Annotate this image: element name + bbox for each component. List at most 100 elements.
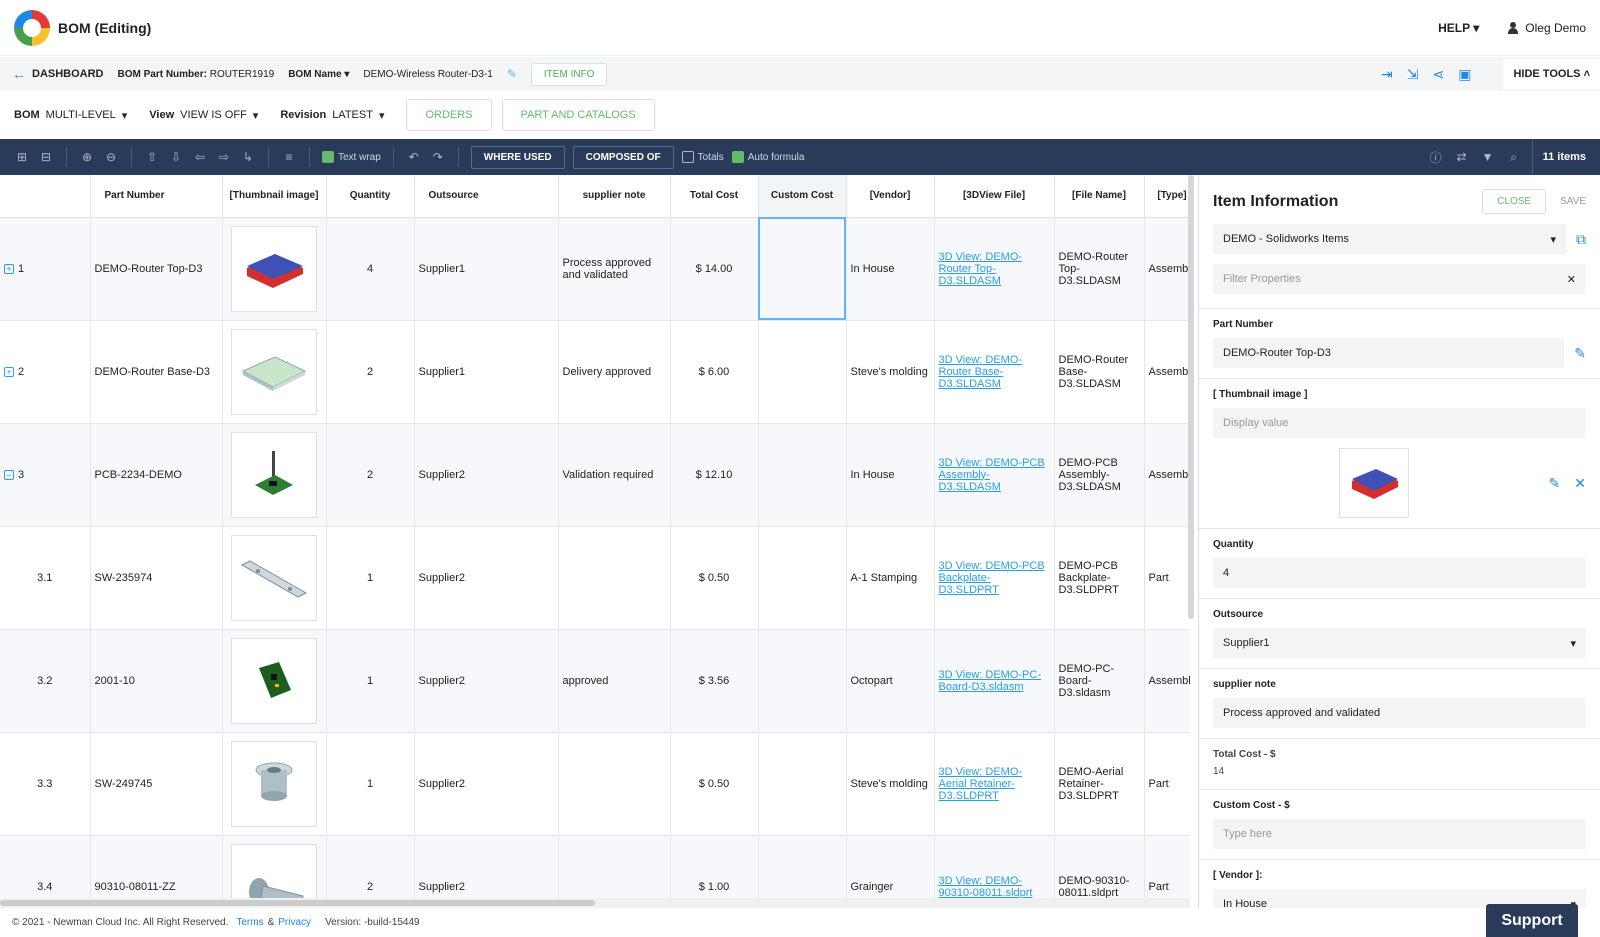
swap-icon[interactable]: ⇄	[1456, 150, 1467, 164]
text-wrap-checkbox[interactable]: Text wrap	[322, 151, 381, 163]
row-index-cell[interactable]: 3.4	[0, 835, 91, 898]
save-disk-icon[interactable]: ▣	[1458, 65, 1472, 82]
row-index-cell[interactable]: +2	[0, 320, 91, 424]
column-header[interactable]: [Type]	[1144, 175, 1190, 218]
column-header[interactable]: Outsource	[414, 175, 559, 218]
column-header[interactable]: supplier note	[558, 175, 671, 218]
where-used-button[interactable]: WHERE USED	[470, 145, 565, 169]
scrollbar-thumb[interactable]	[0, 900, 595, 906]
custom-cost-cell[interactable]	[758, 423, 847, 527]
type-cell[interactable]: Assembly	[1144, 629, 1190, 733]
total-cost-cell[interactable]: $ 6.00	[670, 320, 759, 424]
table-row[interactable]: +1 DEMO-Router Top-D3 4 Supplier1 Process ap…	[0, 217, 1190, 321]
filter-properties-input[interactable]: Filter Properties ✕	[1213, 264, 1586, 294]
file-name-cell[interactable]: DEMO-90310-08011.sldprt	[1054, 835, 1145, 898]
quantity-cell[interactable]: 1	[326, 732, 415, 836]
composed-of-button[interactable]: COMPOSED OF	[572, 145, 674, 169]
table-row[interactable]: 3.4 90310-08011-ZZ 2 Supplier2 $ 1.00 Grainge…	[0, 835, 1190, 898]
type-cell[interactable]: Assembly	[1144, 217, 1190, 321]
indent-right-icon[interactable]: ⇨	[218, 150, 230, 164]
supplier-note-cell[interactable]: approved	[558, 629, 671, 733]
remove-icon[interactable]: ✕	[1574, 474, 1586, 491]
router-base-thumbnail-icon[interactable]	[231, 328, 317, 415]
table-row[interactable]: 3.1 SW-235974 1 Supplier2 $ 0.50 A-1 Stamping…	[0, 526, 1190, 630]
quantity-cell[interactable]: 2	[326, 320, 415, 424]
supplier-note-cell[interactable]: Process approved and validated	[558, 217, 671, 321]
table-row[interactable]: +2 DEMO-Router Base-D3 2 Supplier1 Delivery …	[0, 320, 1190, 424]
retainer-thumbnail-icon[interactable]	[231, 740, 317, 827]
remove-row-icon[interactable]: ⊟	[40, 150, 52, 164]
back-arrow-icon[interactable]: ←	[12, 66, 26, 82]
supplier-note-cell[interactable]	[558, 835, 671, 898]
custom-cost-cell[interactable]	[758, 320, 847, 424]
column-header[interactable]: Total Cost	[670, 175, 759, 218]
total-cost-cell[interactable]: $ 0.50	[670, 732, 759, 836]
expand-icon[interactable]: +	[4, 263, 14, 274]
vertical-scrollbar[interactable]	[1188, 175, 1194, 619]
hide-tools-button[interactable]: HIDE TOOLS ˄	[1503, 59, 1600, 89]
router-top-thumbnail-icon[interactable]	[231, 225, 317, 312]
move-down-icon[interactable]: ⇩	[170, 150, 182, 164]
dashboard-link[interactable]: DASHBOARD	[32, 68, 104, 80]
vendor-cell[interactable]: A-1 Stamping	[846, 526, 935, 630]
orders-button[interactable]: ORDERS	[406, 99, 492, 131]
source-select[interactable]: DEMO - Solidworks Items ▾	[1213, 224, 1566, 254]
3dview-link[interactable]: 3D View: DEMO-PCB Backplate-D3.SLDPRT	[938, 559, 1045, 596]
type-cell[interactable]: Part	[1144, 732, 1190, 836]
file-name-cell[interactable]: DEMO-Router Top-D3.SLDASM	[1054, 217, 1145, 321]
outsource-cell[interactable]: Supplier1	[414, 320, 559, 424]
vendor-cell[interactable]: Steve's molding	[846, 732, 935, 836]
total-cost-cell[interactable]: $ 0.50	[670, 526, 759, 630]
part-number-cell[interactable]: SW-249745	[90, 732, 223, 836]
column-header[interactable]: [Vendor]	[846, 175, 935, 218]
total-cost-cell[interactable]: $ 3.56	[670, 629, 759, 733]
3dview-cell[interactable]: 3D View: DEMO-PCB Assembly-D3.SLDASM	[934, 423, 1055, 527]
expand-icon[interactable]: +	[4, 366, 14, 377]
total-cost-cell[interactable]: $ 12.10	[670, 423, 759, 527]
clear-icon[interactable]: ✕	[1566, 273, 1576, 286]
privacy-link[interactable]: Privacy	[278, 917, 312, 928]
part-number-cell[interactable]: 2001-10	[90, 629, 223, 733]
user-menu[interactable]: Oleg Demo	[1507, 21, 1586, 35]
vendor-cell[interactable]: In House	[846, 423, 935, 527]
column-header[interactable]: [3DView File]	[934, 175, 1055, 218]
align-icon[interactable]: ≡	[285, 150, 293, 164]
part-number-cell[interactable]: SW-235974	[90, 526, 223, 630]
supplier-note-cell[interactable]	[558, 526, 671, 630]
thumbnail-cell[interactable]	[222, 217, 327, 321]
vendor-select[interactable]: In House ▾	[1213, 889, 1586, 908]
part-number-cell[interactable]: 90310-08011-ZZ	[90, 835, 223, 898]
column-header[interactable]: Part Number	[90, 175, 223, 218]
quantity-cell[interactable]: 4	[326, 217, 415, 321]
type-cell[interactable]: Assembly	[1144, 320, 1190, 424]
supplier-note-input[interactable]: Process approved and validated	[1213, 698, 1586, 728]
row-index-cell[interactable]: 3.2	[0, 629, 91, 733]
undo-icon[interactable]: ↶	[408, 150, 419, 164]
remove-column-icon[interactable]: ⊖	[105, 150, 117, 164]
pcb-assembly-thumbnail-icon[interactable]	[231, 431, 317, 518]
bom-name-dropdown[interactable]: BOM Name ▾	[288, 68, 350, 80]
thumbnail-input[interactable]: Display value	[1213, 408, 1586, 438]
vendor-cell[interactable]: Grainger	[846, 835, 935, 898]
part-number-cell[interactable]: DEMO-Router Base-D3	[90, 320, 223, 424]
info-icon[interactable]: ⓘ	[1429, 150, 1442, 165]
custom-cost-cell[interactable]	[758, 526, 847, 630]
vendor-cell[interactable]: In House	[846, 217, 935, 321]
child-arrow-icon[interactable]: ↳	[242, 150, 254, 164]
outsource-select[interactable]: Supplier1 ▾	[1213, 628, 1586, 658]
3dview-cell[interactable]: 3D View: DEMO-PCB Backplate-D3.SLDPRT	[934, 526, 1055, 630]
outsource-cell[interactable]: Supplier2	[414, 835, 559, 898]
quantity-cell[interactable]: 2	[326, 835, 415, 898]
supplier-note-cell[interactable]: Delivery approved	[558, 320, 671, 424]
part-number-cell[interactable]: PCB-2234-DEMO	[90, 423, 223, 527]
custom-cost-cell[interactable]	[758, 629, 847, 733]
file-name-cell[interactable]: DEMO-Router Base-D3.SLDASM	[1054, 320, 1145, 424]
3dview-cell[interactable]: 3D View: DEMO-PC-Board-D3.sldasm	[934, 629, 1055, 733]
file-name-cell[interactable]: DEMO-PC-Board-D3.sldasm	[1054, 629, 1145, 733]
search-icon[interactable]: ⌕	[1510, 149, 1517, 164]
total-cost-cell[interactable]: $ 1.00	[670, 835, 759, 898]
indent-left-icon[interactable]: ⇦	[194, 150, 206, 164]
thumbnail-cell[interactable]	[222, 835, 327, 898]
custom-cost-input[interactable]: Type here	[1213, 819, 1586, 849]
backplate-thumbnail-icon[interactable]	[231, 534, 317, 621]
